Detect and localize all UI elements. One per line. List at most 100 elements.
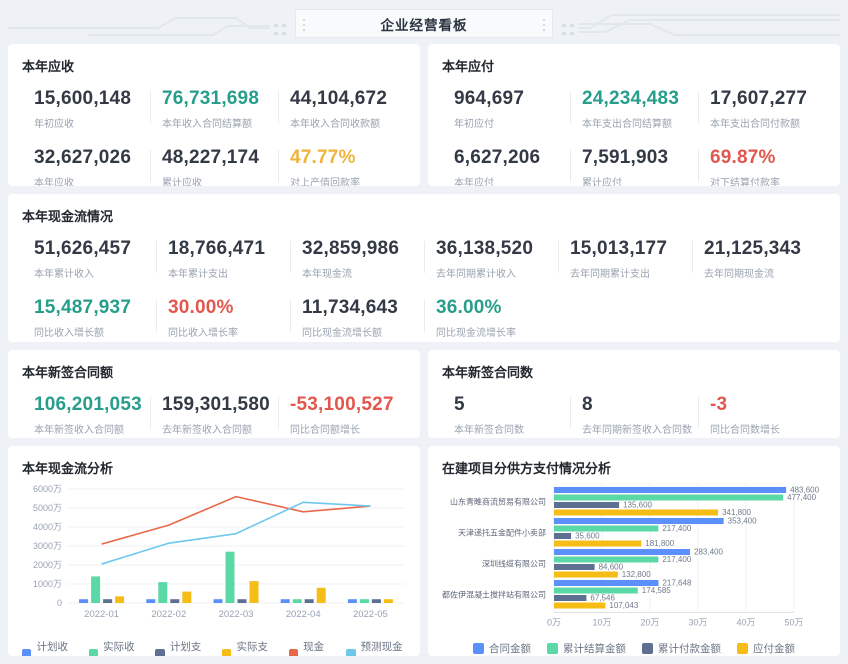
legend-item[interactable]: 实际收入 <box>88 639 140 656</box>
svg-text:217,648: 217,648 <box>662 579 691 588</box>
legend-label: 预测现金流 <box>360 641 403 653</box>
legend-item[interactable]: 预测现金流 <box>346 639 406 656</box>
card-title: 本年现金流情况 <box>22 209 114 224</box>
metric-grid: 51,626,457 本年累计收入 18,766,471 本年累计支出 32,859… <box>22 238 826 339</box>
svg-text:84,600: 84,600 <box>599 563 624 572</box>
metric: 47.77% 对上产值回款率 <box>278 147 406 186</box>
chart-title: 在建项目分供方支付情况分析 <box>442 461 612 476</box>
metric: 30.00% 同比收入增长率 <box>156 297 290 339</box>
metric: 106,201,053 本年新签收入合同额 <box>22 394 150 436</box>
card-payable: 本年应付 964,697 年初应付 24,234,483 本年支出合同结算额 17,… <box>428 44 840 186</box>
metric: 18,766,471 本年累计支出 <box>156 238 290 280</box>
legend-swatch <box>547 643 558 654</box>
legend-swatch <box>88 648 99 656</box>
row-cashflow: 本年现金流情况 51,626,457 本年累计收入 18,766,471 本年累计支… <box>8 194 840 342</box>
metric-label: 本年新签合同数 <box>454 425 524 436</box>
svg-text:483,600: 483,600 <box>790 486 819 495</box>
svg-text:30万: 30万 <box>688 618 707 628</box>
metric-label: 同比收入增长额 <box>34 328 104 339</box>
metric-label: 本年现金流 <box>302 269 352 280</box>
metric: 51,626,457 本年累计收入 <box>22 238 156 280</box>
metric-label: 本年新签收入合同额 <box>34 425 124 436</box>
metric: 21,125,343 去年同期现金流 <box>692 238 826 280</box>
card-title: 本年新签合同额 <box>22 365 114 380</box>
supplier-chart-legend: 合同金额 累计结算金额 累计付款金额 应付金额 <box>442 641 826 656</box>
metric: 69.87% 对下结算付款率 <box>698 147 826 186</box>
legend-swatch <box>737 643 748 654</box>
metric-label: 本年累计支出 <box>168 269 228 280</box>
metric-value: 5 <box>454 394 465 415</box>
legend-item[interactable]: 计划收入 <box>21 639 73 656</box>
metric: 76,731,698 本年收入合同结算额 <box>150 88 278 130</box>
card-receivable: 本年应收 15,600,148 年初应收 76,731,698 本年收入合同结算额 … <box>8 44 420 186</box>
legend-swatch <box>642 643 653 654</box>
svg-text:0: 0 <box>57 598 62 608</box>
legend-item[interactable]: 累计付款金额 <box>642 641 721 656</box>
metric-label: 本年应收 <box>34 178 74 186</box>
metric-value: 21,125,343 <box>704 238 802 259</box>
svg-text:35,600: 35,600 <box>575 532 600 541</box>
metric-label: 去年同期累计支出 <box>570 269 650 280</box>
svg-text:10万: 10万 <box>592 618 611 628</box>
row-new-contracts: 本年新签合同额 106,201,053 本年新签收入合同额 159,301,580… <box>8 350 840 438</box>
metric: 32,859,986 本年现金流 <box>290 238 424 280</box>
metric: 32,627,026 本年应收 <box>22 147 150 186</box>
svg-text:107,043: 107,043 <box>609 601 638 610</box>
svg-text:353,400: 353,400 <box>728 517 757 526</box>
legend-item[interactable]: 累计结算金额 <box>547 641 626 656</box>
metric-value: 30.00% <box>168 297 234 318</box>
svg-text:174,585: 174,585 <box>642 586 671 595</box>
metric-value: 17,607,277 <box>710 88 808 109</box>
legend-item[interactable]: 合同金额 <box>473 641 531 656</box>
legend-label: 合同金额 <box>489 643 531 655</box>
metric-label: 去年同期新签收入合同数 <box>582 425 692 436</box>
card-title: 本年应付 <box>442 59 495 74</box>
metric: 24,234,483 本年支出合同结算额 <box>570 88 698 130</box>
chart-title: 本年现金流分析 <box>22 461 114 476</box>
metric-label: 本年收入合同收款额 <box>290 119 380 130</box>
metric-value: 7,591,903 <box>582 147 669 168</box>
legend-item[interactable]: 计划支出 <box>155 639 206 656</box>
metric-label: 累计应付 <box>582 178 622 186</box>
metric-value: 11,734,643 <box>302 297 399 318</box>
circuit-decoration-right <box>562 14 840 36</box>
circuit-decoration-left <box>8 17 286 36</box>
legend-swatch <box>346 648 356 656</box>
card-title: 本年新签合同数 <box>442 365 534 380</box>
metric-value: 47.77% <box>290 147 356 168</box>
legend-label: 累计付款金额 <box>658 643 721 655</box>
svg-text:50万: 50万 <box>784 618 803 628</box>
svg-text:2022-02: 2022-02 <box>151 609 186 620</box>
svg-text:20万: 20万 <box>640 618 659 628</box>
svg-text:山东青睢商流贸易有限公司: 山东青睢商流贸易有限公司 <box>450 496 546 506</box>
metric-label: 本年支出合同付款额 <box>710 119 800 130</box>
legend-item[interactable]: 现金流 <box>288 639 331 656</box>
legend-swatch <box>288 648 299 656</box>
metric-value: 32,627,026 <box>34 147 132 168</box>
svg-text:217,400: 217,400 <box>662 524 691 533</box>
svg-text:40万: 40万 <box>736 618 755 628</box>
svg-text:135,600: 135,600 <box>623 501 652 510</box>
svg-text:6000万: 6000万 <box>33 484 62 494</box>
legend-label: 计划收入 <box>36 641 68 653</box>
metric-value: -3 <box>710 394 728 415</box>
metric-label: 同比合同数增长 <box>710 425 780 436</box>
metric: 17,607,277 本年支出合同付款额 <box>698 88 826 130</box>
svg-text:2022-04: 2022-04 <box>286 609 321 620</box>
supplier-payment-hbar-chart: 0万 10万 20万 30万 40万 50万 山东青睢商流贸易有限公司 483,600 477,… <box>434 481 826 638</box>
svg-text:0万: 0万 <box>547 618 561 628</box>
metric-label: 年初应收 <box>34 119 74 130</box>
metric: 964,697 年初应付 <box>442 88 570 130</box>
metric-grid: 964,697 年初应付 24,234,483 本年支出合同结算额 17,607,2… <box>442 88 826 186</box>
metric: 11,734,643 同比现金流增长额 <box>290 297 424 339</box>
metric-label: 同比现金流增长额 <box>302 328 382 339</box>
metric-label: 同比合同额增长 <box>290 425 360 436</box>
metric-value: 32,859,986 <box>302 238 400 259</box>
svg-text:2022-05: 2022-05 <box>353 609 388 620</box>
legend-item[interactable]: 实际支出 <box>222 639 273 656</box>
metric: -53,100,527 同比合同额增长 <box>278 394 406 436</box>
cashflow-chart-legend: 计划收入 实际收入 计划支出 实际支出 现金流 预测现金流 <box>21 639 406 656</box>
legend-label: 累计结算金额 <box>563 643 626 655</box>
metric-value: 18,766,471 <box>168 238 266 259</box>
legend-item[interactable]: 应付金额 <box>737 641 795 656</box>
